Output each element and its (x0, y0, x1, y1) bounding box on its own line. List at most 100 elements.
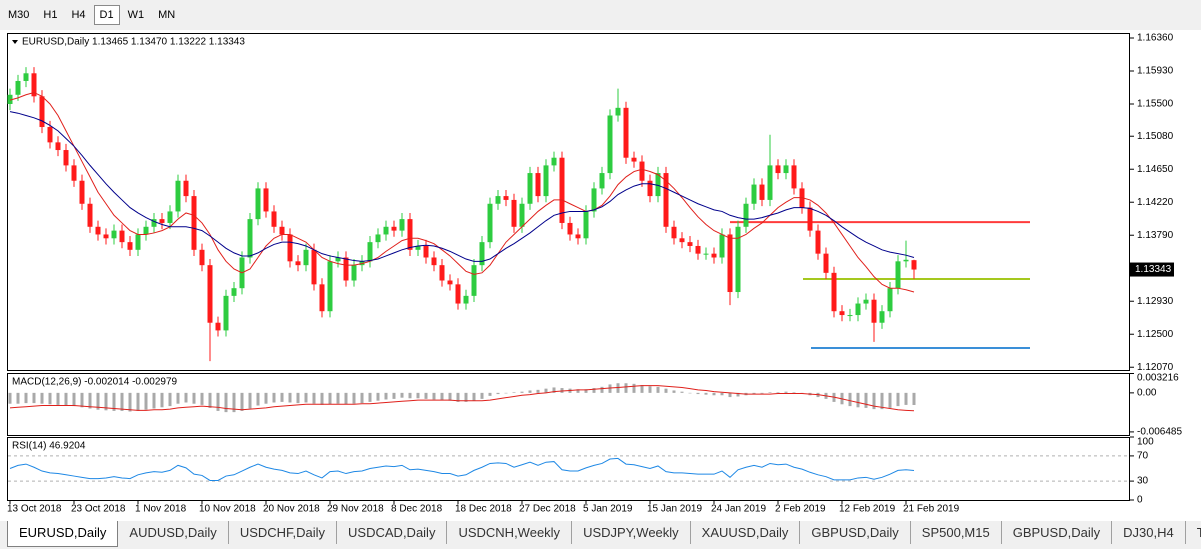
candle-body (767, 165, 773, 200)
macd-bar (8, 392, 12, 404)
candle-body (455, 284, 461, 304)
macd-bar (24, 392, 28, 404)
symbol-tab[interactable]: USDJPY,Weekly (572, 521, 691, 544)
macd-bar (632, 383, 636, 393)
rsi-panel (7, 437, 1130, 501)
macd-bar (648, 386, 652, 393)
symbol-tab[interactable]: USDCNH,Weekly (447, 521, 573, 544)
macd-bar (168, 392, 172, 407)
candle-body (271, 211, 277, 227)
candle-body (183, 180, 189, 197)
x-tick-label: 29 Nov 2018 (327, 504, 384, 515)
symbol-tab[interactable]: EURUSD,Daily (7, 521, 119, 547)
candle-body (223, 295, 229, 331)
macd-bar (584, 389, 588, 393)
candle-body (207, 265, 213, 323)
candle-body (823, 253, 829, 273)
macd-bar (368, 392, 372, 402)
macd-bar (312, 392, 316, 404)
macd-bar (160, 392, 164, 408)
macd-bar (664, 388, 668, 393)
symbol-tab[interactable]: SP500,M15 (911, 521, 1002, 544)
x-tick-label: 20 Nov 2018 (263, 504, 320, 515)
macd-bar (192, 392, 196, 404)
symbol-tab[interactable]: USDCAD,Daily (337, 521, 448, 544)
candle-body (639, 161, 645, 181)
candle-body (527, 173, 533, 204)
main-title: EURUSD,Daily 1.13465 1.13470 1.13222 1.1… (22, 37, 245, 48)
candle-body (215, 322, 221, 331)
macd-bar (48, 392, 52, 405)
candle-body (703, 253, 709, 255)
timeframe-button[interactable]: M30 (8, 9, 30, 21)
timeframe-button[interactable]: H4 (71, 9, 86, 21)
symbol-tab[interactable]: AUDUSD,Daily (118, 521, 229, 544)
symbol-tab[interactable]: XAUUSD,Daily (691, 521, 801, 544)
candle-body (327, 261, 333, 312)
macd-bar (128, 392, 132, 412)
macd-bar (768, 392, 772, 393)
rsi-line (9, 457, 915, 481)
candle-body (367, 242, 373, 262)
candle-body (471, 265, 477, 296)
y-tick-label: 1.14650 (1137, 164, 1174, 175)
macd-bar (304, 392, 308, 403)
macd-bar (136, 392, 140, 411)
candle-body (375, 234, 381, 243)
symbol-tab[interactable]: TECH1 (1186, 521, 1201, 544)
timeframe-button[interactable]: W1 (127, 9, 145, 21)
macd-bar (520, 391, 524, 393)
candle-body (151, 219, 157, 227)
symbol-tab[interactable]: DJ30,H4 (1112, 521, 1186, 544)
macd-bar (720, 392, 724, 396)
macd-bar (728, 392, 732, 398)
candle-body (663, 173, 669, 227)
macd-bar (144, 392, 148, 410)
moving-average-line (9, 111, 915, 262)
candle-body (47, 127, 53, 143)
candle-body (583, 211, 589, 239)
y-tick-label: 1.15500 (1137, 99, 1174, 110)
macd-bar (848, 392, 852, 407)
candle-body (399, 219, 405, 231)
macd-bar (120, 392, 124, 411)
macd-bar (480, 392, 484, 399)
timeframe-button[interactable]: H1 (43, 9, 58, 21)
candle-body (887, 288, 893, 312)
candle-body (599, 173, 605, 189)
candle-body (15, 80, 21, 95)
macd-bar (872, 392, 876, 410)
macd-bar (352, 392, 356, 404)
macd-panel (7, 373, 1130, 436)
candle-body (439, 265, 445, 281)
symbol-tab[interactable]: GBPUSD,Daily (800, 521, 911, 544)
y-tick-label: 70 (1137, 451, 1149, 462)
macd-bar (440, 392, 444, 401)
macd-bar (600, 386, 604, 393)
chart-window: EURUSD,Daily 1.13465 1.13470 1.13222 1.1… (0, 30, 1201, 521)
macd-bar (176, 392, 180, 404)
candle-body (407, 219, 413, 250)
macd-bar (400, 392, 404, 398)
candle-body (287, 234, 293, 262)
macd-bar (96, 392, 100, 410)
macd-signal-line (9, 385, 915, 412)
candle-body (487, 203, 493, 243)
timeframe-button[interactable]: MN (158, 9, 176, 21)
candle-body (871, 299, 877, 323)
macd-bar (896, 392, 900, 407)
macd-bar (672, 390, 676, 393)
candle-body (679, 238, 685, 243)
timeframe-button[interactable]: D1 (93, 5, 120, 25)
main-panel (7, 33, 1130, 371)
macd-bar (152, 392, 156, 409)
candle-body (791, 165, 797, 189)
macd-bar (504, 392, 508, 394)
macd-bar (320, 392, 324, 405)
candle-body (831, 272, 837, 312)
macd-bar (512, 392, 516, 393)
symbol-tab[interactable]: GBPUSD,Daily (1002, 521, 1113, 544)
macd-bar (72, 392, 76, 407)
candle-body (335, 257, 341, 262)
symbol-tab[interactable]: USDCHF,Daily (229, 521, 338, 544)
